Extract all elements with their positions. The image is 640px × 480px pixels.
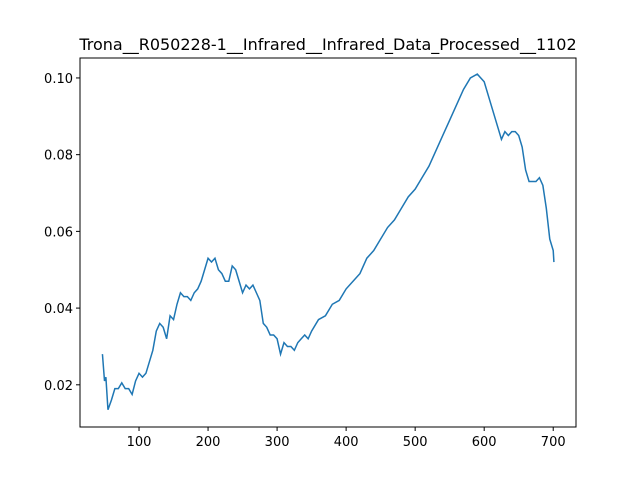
- x-tick-label: 400: [334, 435, 359, 450]
- x-tick-label: 200: [196, 435, 221, 450]
- x-tick-label: 600: [472, 435, 497, 450]
- y-tick-label: 0.10: [44, 72, 73, 87]
- x-tick-label: 700: [541, 435, 566, 450]
- y-tick-label: 0.06: [44, 225, 73, 240]
- plot-frame: [79, 57, 577, 428]
- y-tick-label: 0.02: [44, 379, 73, 394]
- data-line: [101, 73, 555, 410]
- y-tick-label: 0.04: [44, 302, 73, 317]
- x-tick-label: 500: [403, 435, 428, 450]
- chart-title: Trona__R050228-1__Infrared__Infrared_Dat…: [78, 35, 576, 55]
- x-tick-label: 300: [265, 435, 290, 450]
- x-tick-label: 100: [127, 435, 152, 450]
- y-tick-label: 0.08: [44, 149, 73, 164]
